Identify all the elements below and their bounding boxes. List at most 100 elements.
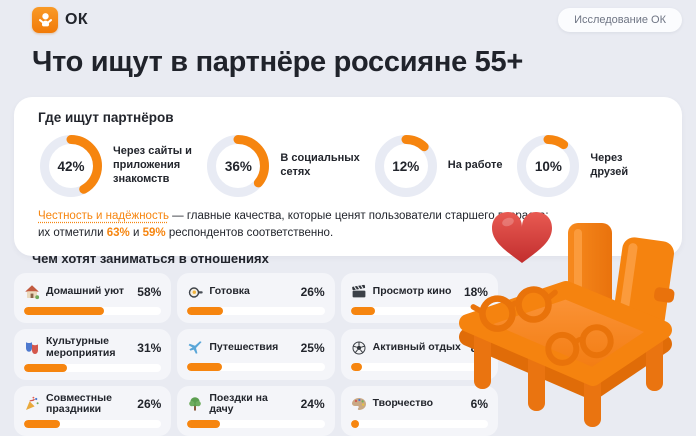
qualities-highlight: Честность и надёжность: [38, 210, 169, 222]
activity-item: Совместные праздники 26%: [14, 386, 171, 436]
activity-item: Готовка 26%: [177, 273, 334, 323]
activity-value: 26%: [137, 397, 161, 411]
activity-progress-fill: [187, 363, 221, 371]
activity-progress-track: [351, 363, 488, 371]
where-card-heading: Где ищут партнёров: [38, 110, 658, 125]
palette-icon: [351, 396, 367, 412]
donut-chart: 42% Через сайты и приложения знакомств: [38, 133, 205, 199]
activity-item-row: Готовка 26%: [187, 280, 324, 303]
activity-progress-fill: [24, 307, 104, 315]
activity-progress-fill: [187, 420, 220, 428]
donut-value: 42%: [38, 133, 104, 199]
activity-item: Путешествия 25%: [177, 329, 334, 380]
ok-logo-text: ОК: [65, 11, 88, 29]
donut-chart: 12% На работе: [373, 133, 516, 199]
ok-person-glyph: [37, 12, 54, 29]
donut-chart-row: 42% Через сайты и приложения знакомств 3…: [38, 133, 658, 199]
activity-label: Культурные мероприятия: [46, 336, 131, 360]
donut-label: Через друзей: [590, 152, 658, 180]
activity-progress-fill: [24, 364, 67, 372]
activity-item-row: Творчество 6%: [351, 393, 488, 416]
activity-item: Активный отдых 8%: [341, 329, 498, 380]
activity-progress-fill: [351, 307, 376, 315]
activity-progress-fill: [24, 420, 60, 428]
donut-value: 12%: [373, 133, 439, 199]
page-title: Что ищут в партнёре россияне 55+: [32, 46, 696, 79]
ok-logo-icon: [32, 7, 58, 33]
activity-item: Поездки на дачу 24%: [177, 386, 334, 436]
plane-icon: [187, 340, 203, 356]
activity-value: 24%: [301, 397, 325, 411]
donut-chart: 36% В социальных сетях: [205, 133, 372, 199]
activity-progress-track: [351, 307, 488, 315]
activity-progress-fill: [351, 420, 359, 428]
where-partners-card: Где ищут партнёров 42% Через сайты и при…: [14, 97, 682, 256]
note-text: — главные качества, которые ценят пользо…: [169, 210, 549, 222]
masks-icon: [24, 340, 40, 356]
donut-label: В социальных сетях: [280, 152, 372, 180]
house-icon: [24, 284, 40, 300]
tree-icon: [187, 396, 203, 412]
activities-grid: Домашний уют 58% Готовка 26% Просмотр ки…: [14, 273, 498, 436]
donut-label: На работе: [448, 159, 503, 173]
activity-item: Культурные мероприятия 31%: [14, 329, 171, 380]
activity-progress-track: [351, 420, 488, 428]
activity-item-row: Путешествия 25%: [187, 336, 324, 359]
activity-value: 25%: [301, 341, 325, 355]
research-badge-button[interactable]: Исследование ОК: [558, 8, 682, 32]
activity-value: 31%: [137, 341, 161, 355]
activities-section: Чем хотят заниматься в отношениях Домашн…: [14, 251, 498, 436]
activity-progress-track: [24, 420, 161, 428]
activity-progress-track: [187, 363, 324, 371]
activity-label: Поездки на дачу: [209, 393, 294, 417]
activity-progress-track: [24, 364, 161, 372]
table-legs: [474, 321, 663, 427]
activity-label: Совместные праздники: [46, 393, 131, 417]
activity-value: 8%: [471, 341, 488, 355]
activity-value: 26%: [301, 285, 325, 299]
activity-label: Творчество: [373, 398, 465, 410]
activity-item: Творчество 6%: [341, 386, 498, 436]
donut-value: 36%: [205, 133, 271, 199]
activity-progress-track: [187, 307, 324, 315]
donut-chart: 10% Через друзей: [515, 133, 658, 199]
activity-item-row: Просмотр кино 18%: [351, 280, 488, 303]
top-bar: ОК Исследование ОК: [0, 0, 696, 33]
activity-item-row: Культурные мероприятия 31%: [24, 336, 161, 360]
note-text: респондентов соответственно.: [166, 227, 334, 239]
donut-ring: 10%: [515, 133, 581, 199]
reliability-percent: 59%: [143, 227, 166, 239]
activity-value: 18%: [464, 285, 488, 299]
activity-item-row: Домашний уют 58%: [24, 280, 161, 303]
activity-progress-track: [187, 420, 324, 428]
donut-label: Через сайты и приложения знакомств: [113, 145, 205, 186]
activity-value: 6%: [471, 397, 488, 411]
donut-ring: 36%: [205, 133, 271, 199]
activity-item: Домашний уют 58%: [14, 273, 171, 323]
activity-item-row: Активный отдых 8%: [351, 336, 488, 359]
activity-item-row: Совместные праздники 26%: [24, 393, 161, 417]
activity-label: Активный отдых: [373, 342, 465, 354]
activity-progress-fill: [187, 307, 223, 315]
ok-logo: ОК: [32, 7, 88, 33]
activity-item-row: Поездки на дачу 24%: [187, 393, 324, 417]
activity-progress-track: [24, 307, 161, 315]
activity-label: Просмотр кино: [373, 286, 458, 298]
ball-icon: [351, 340, 367, 356]
party-icon: [24, 396, 40, 412]
activity-label: Домашний уют: [46, 286, 131, 298]
note-text: и: [130, 227, 143, 239]
donut-value: 10%: [515, 133, 581, 199]
activity-label: Готовка: [209, 286, 294, 298]
clapper-icon: [351, 284, 367, 300]
pan-icon: [187, 284, 203, 300]
activity-label: Путешествия: [209, 342, 294, 354]
glasses-icon: [547, 326, 613, 364]
donut-ring: 12%: [373, 133, 439, 199]
key-qualities-note: Честность и надёжность — главные качеств…: [38, 208, 658, 243]
honesty-percent: 63%: [107, 227, 130, 239]
activity-value: 58%: [137, 285, 161, 299]
activity-progress-fill: [351, 363, 362, 371]
activity-item: Просмотр кино 18%: [341, 273, 498, 323]
note-text: их отметили: [38, 227, 107, 239]
